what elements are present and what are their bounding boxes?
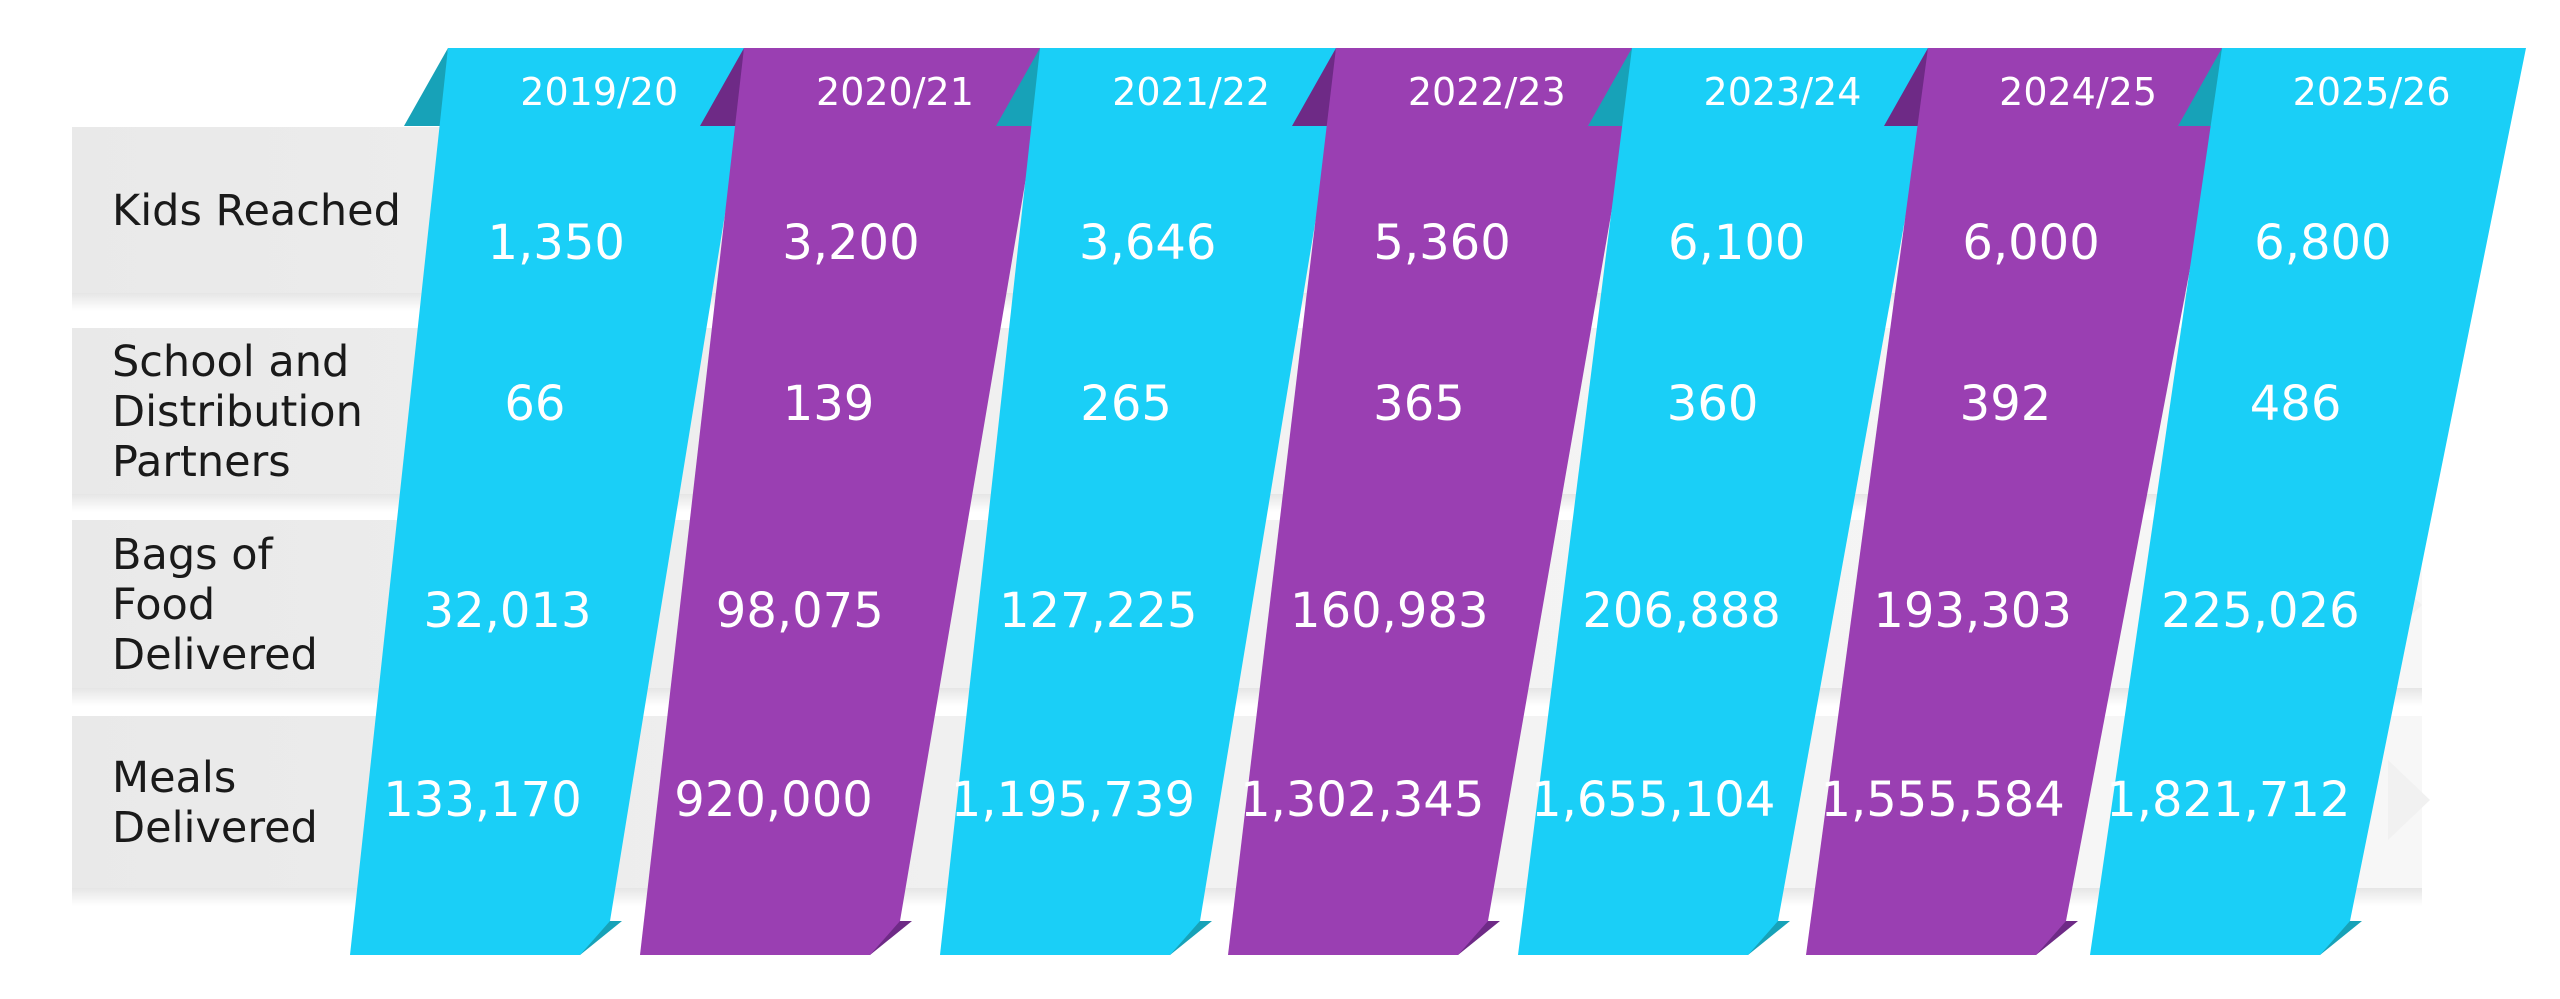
column-header-2023-24: 2023/24 xyxy=(1704,70,1862,114)
value-school-and-distribution-partners-2021-22: 265 xyxy=(1080,376,1172,432)
value-school-and-distribution-partners-2024-25: 392 xyxy=(1960,376,2052,432)
ribbon-2022-23 xyxy=(1228,48,1640,955)
value-bags-of-food-delivered-2024-25: 193,303 xyxy=(1873,583,2072,639)
value-school-and-distribution-partners-2023-24: 360 xyxy=(1667,376,1759,432)
value-meals-delivered-2025-26: 1,821,712 xyxy=(2106,772,2350,828)
column-header-2020-21: 2020/21 xyxy=(816,70,974,114)
row-arrow-tip xyxy=(2388,760,2430,840)
value-kids-reached-2020-21: 3,200 xyxy=(782,215,919,271)
column-header-2024-25: 2024/25 xyxy=(1999,70,2157,114)
row-label-school-and-distribution-partners: School and xyxy=(112,337,349,387)
row-label-bags-of-food-delivered: Delivered xyxy=(112,630,318,680)
value-school-and-distribution-partners-2022-23: 365 xyxy=(1373,376,1465,432)
value-kids-reached-2022-23: 5,360 xyxy=(1373,215,1510,271)
value-meals-delivered-2023-24: 1,655,104 xyxy=(1531,772,1775,828)
ribbon-top-fold xyxy=(1292,48,1336,126)
row-label-bags-of-food-delivered: Food xyxy=(112,580,215,630)
row-label-school-and-distribution-partners: Distribution xyxy=(112,387,363,437)
column-header-2021-22: 2021/22 xyxy=(1112,70,1270,114)
value-kids-reached-2021-22: 3,646 xyxy=(1079,215,1216,271)
value-kids-reached-2025-26: 6,800 xyxy=(2254,215,2391,271)
value-bags-of-food-delivered-2025-26: 225,026 xyxy=(2161,583,2360,639)
value-kids-reached-2024-25: 6,000 xyxy=(1962,215,2099,271)
value-bags-of-food-delivered-2021-22: 127,225 xyxy=(999,583,1198,639)
value-kids-reached-2019-20: 1,350 xyxy=(487,215,624,271)
ribbon-top-fold xyxy=(996,48,1040,126)
value-meals-delivered-2024-25: 1,555,584 xyxy=(1820,772,2064,828)
ribbon-top-fold xyxy=(1884,48,1928,126)
column-header-2019-20: 2019/20 xyxy=(520,70,678,114)
value-school-and-distribution-partners-2025-26: 486 xyxy=(2250,376,2342,432)
ribbon-2019-20 xyxy=(350,48,752,955)
value-school-and-distribution-partners-2020-21: 139 xyxy=(783,376,875,432)
value-meals-delivered-2019-20: 133,170 xyxy=(383,772,582,828)
row-label-meals-delivered: Delivered xyxy=(112,803,318,853)
value-kids-reached-2023-24: 6,100 xyxy=(1668,215,1805,271)
ribbon-2024-25 xyxy=(1806,48,2232,955)
row-label-bags-of-food-delivered: Bags of xyxy=(112,530,274,580)
value-meals-delivered-2022-23: 1,302,345 xyxy=(1240,772,1484,828)
row-label-meals-delivered: Meals xyxy=(112,753,236,803)
value-bags-of-food-delivered-2020-21: 98,075 xyxy=(716,583,884,639)
column-header-2022-23: 2022/23 xyxy=(1408,70,1566,114)
row-band-shadow xyxy=(72,688,2422,706)
column-header-2025-26: 2025/26 xyxy=(2293,70,2451,114)
value-meals-delivered-2021-22: 1,195,739 xyxy=(951,772,1195,828)
value-bags-of-food-delivered-2023-24: 206,888 xyxy=(1582,583,1781,639)
ribbon-top-fold xyxy=(2178,48,2222,126)
ribbon-2025-26 xyxy=(2090,48,2526,955)
ribbon-2023-24 xyxy=(1518,48,1936,955)
value-school-and-distribution-partners-2019-20: 66 xyxy=(504,376,565,432)
ribbon-top-fold xyxy=(404,48,448,126)
row-label-kids-reached: Kids Reached xyxy=(112,186,401,236)
ribbon-2021-22 xyxy=(940,48,1344,955)
value-bags-of-food-delivered-2019-20: 32,013 xyxy=(424,583,592,639)
row-label-school-and-distribution-partners: Partners xyxy=(112,437,291,487)
ribbon-top-fold xyxy=(1588,48,1632,126)
value-bags-of-food-delivered-2022-23: 160,983 xyxy=(1290,583,1489,639)
value-meals-delivered-2020-21: 920,000 xyxy=(674,772,873,828)
ribbon-2020-21 xyxy=(640,48,1048,955)
ribbon-top-fold xyxy=(700,48,744,126)
